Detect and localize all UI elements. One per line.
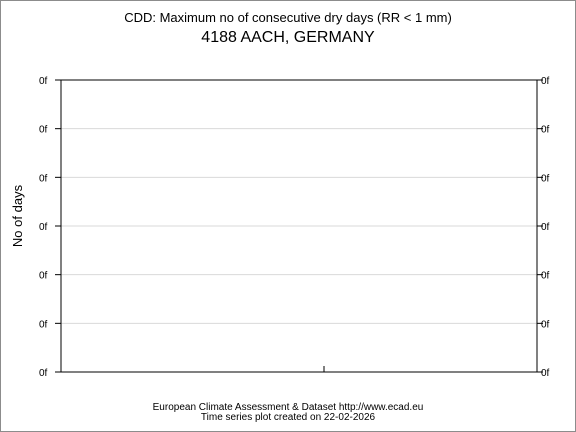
right-y-axis-tick-label: 0f xyxy=(541,76,550,87)
left-y-axis-tick-label: 0f xyxy=(39,368,48,379)
right-y-axis-tick-label: 0f xyxy=(541,173,550,184)
grid-lines xyxy=(61,128,537,324)
right-y-axis-tick-label: 0f xyxy=(541,319,550,330)
left-y-axis-tick-label: 0f xyxy=(39,76,48,87)
right-y-axis-tick-label: 0f xyxy=(541,271,550,282)
right-y-axis-tick-label: 0f xyxy=(541,222,550,233)
left-y-axis-tick-label: 0f xyxy=(39,125,48,136)
right-y-axis-tick-label: 0f xyxy=(541,125,550,136)
footer-created-text: Time series plot created on 22-02-2026 xyxy=(201,412,376,423)
left-y-axis-tick-label: 0f xyxy=(39,222,48,233)
footer-source-text: European Climate Assessment & Dataset ht… xyxy=(153,402,424,413)
right-y-axis-tick-labels: 0f 0f 0f 0f 0f 0f 0f xyxy=(541,76,550,379)
left-y-axis-tick-label: 0f xyxy=(39,271,48,282)
left-y-axis-tick-label: 0f xyxy=(39,173,48,184)
y-axis-label: No of days xyxy=(10,184,25,247)
right-y-axis-tick-label: 0f xyxy=(541,368,550,379)
left-y-axis-tick-labels: 0f 0f 0f 0f 0f 0f 0f xyxy=(39,76,48,379)
station-subtitle: 4188 AACH, GERMANY xyxy=(201,29,375,46)
chart-title: CDD: Maximum no of consecutive dry days … xyxy=(124,10,452,25)
axis-ticks xyxy=(55,79,543,373)
left-y-axis-tick-label: 0f xyxy=(39,319,48,330)
